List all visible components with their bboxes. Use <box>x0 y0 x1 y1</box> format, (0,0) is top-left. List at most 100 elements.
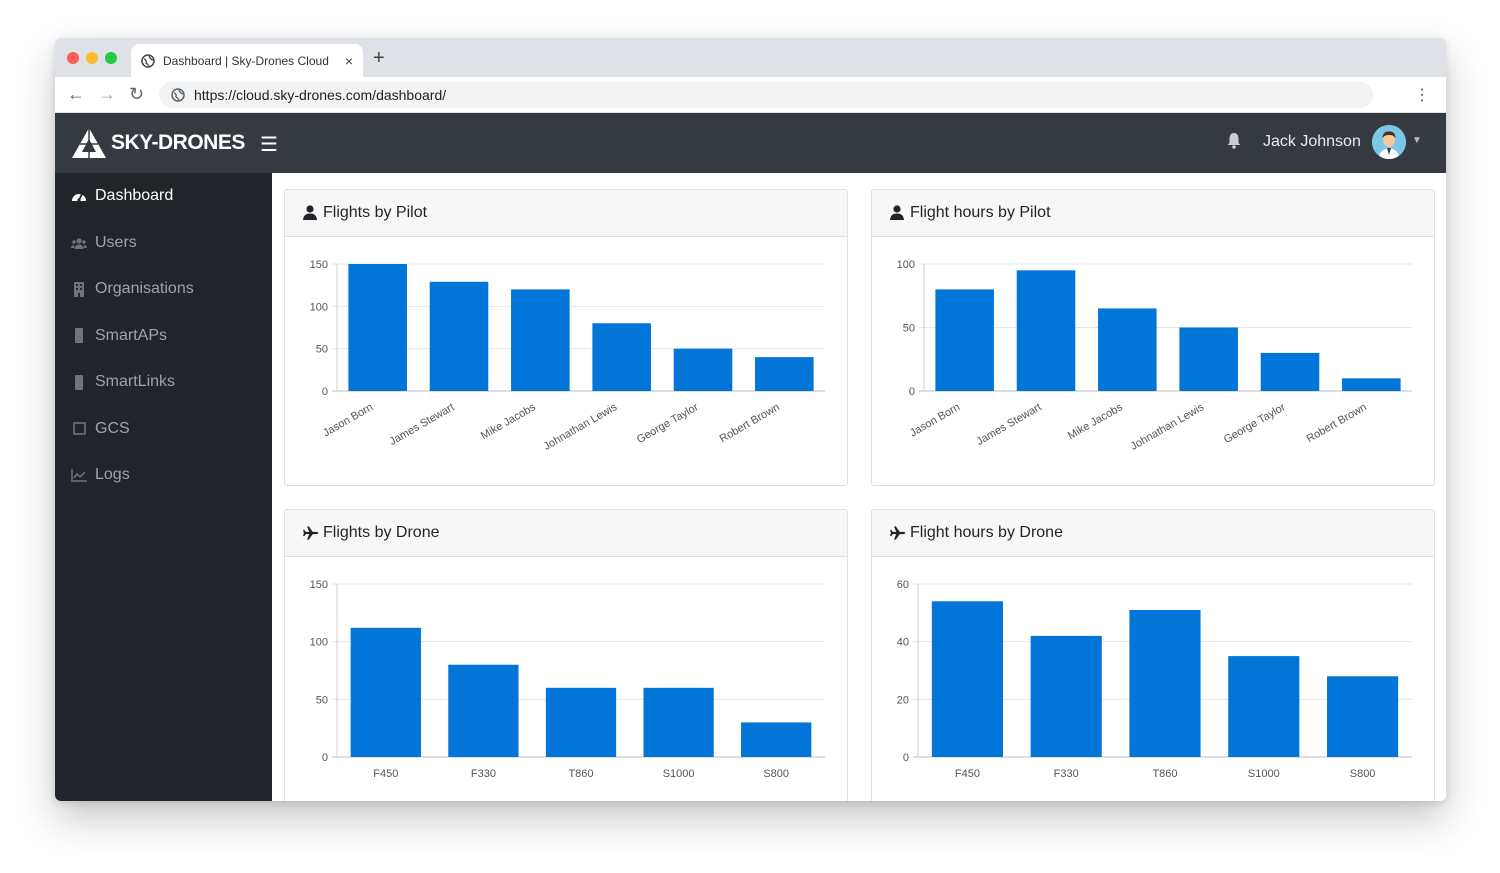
x-tick-label: George Taylor <box>635 401 701 446</box>
tachometer-icon <box>71 188 87 204</box>
bar[interactable] <box>1228 656 1300 757</box>
y-tick-label: 50 <box>316 344 328 356</box>
x-tick-label: F450 <box>955 768 980 780</box>
bar[interactable] <box>511 289 570 391</box>
bar[interactable] <box>348 264 407 391</box>
bar[interactable] <box>1129 609 1201 757</box>
users-icon <box>71 235 87 251</box>
close-window-button[interactable] <box>67 52 79 64</box>
browser-tab[interactable]: Dashboard | Sky-Drones Cloud × <box>131 44 363 77</box>
card-header: Flight hours by Pilot <box>872 190 1434 237</box>
square-icon <box>71 421 87 437</box>
y-tick-label: 150 <box>310 259 328 271</box>
building-icon <box>71 281 87 297</box>
bar[interactable] <box>741 722 812 757</box>
bell-icon[interactable] <box>1227 132 1241 149</box>
sidebar-item-users[interactable]: Users <box>55 220 272 267</box>
bar[interactable] <box>429 281 489 391</box>
bar[interactable] <box>1342 378 1401 391</box>
plane-icon <box>303 525 319 541</box>
sidebar-item-label: Logs <box>95 466 130 484</box>
new-tab-button[interactable]: + <box>373 47 385 69</box>
forward-button[interactable]: → <box>98 84 116 104</box>
bar[interactable] <box>545 687 617 757</box>
user-icon <box>890 205 906 221</box>
bar[interactable] <box>448 664 519 757</box>
site-info-icon[interactable] <box>171 88 185 102</box>
tab-close-icon[interactable]: × <box>344 52 353 69</box>
card-title: Flight hours by Drone <box>910 524 1063 541</box>
bar[interactable] <box>643 687 714 757</box>
brand-name: SKY-DRONES <box>111 131 245 154</box>
sidebar-item-smartaps[interactable]: SmartAPs <box>55 313 272 360</box>
y-tick-label: 0 <box>322 386 328 398</box>
menu-toggle-icon[interactable]: ☰ <box>260 134 278 156</box>
bar[interactable] <box>1030 635 1102 757</box>
bar[interactable] <box>935 289 994 391</box>
y-tick-label: 0 <box>903 752 909 764</box>
x-tick-label: George Taylor <box>1222 401 1288 446</box>
sidebar-item-label: SmartAPs <box>95 326 168 344</box>
flights-by-pilot-chart: 0 50 100 150 Jason Born James Stewart Mike Jac… <box>310 259 825 453</box>
bar[interactable] <box>1260 352 1320 391</box>
flights-by-pilot-card: Flights by Pilot 0 50 100 150 Jason Born Jame… <box>284 189 848 486</box>
avatar[interactable] <box>1372 125 1406 159</box>
flight-hours-by-drone-chart: 0 20 40 60 F450 F330 T860 S1000 S800 <box>897 579 1412 780</box>
browser-menu-icon[interactable]: ⋮ <box>1414 87 1430 104</box>
triangle-logo-icon <box>72 128 106 158</box>
x-tick-label: Robert Brown <box>718 401 782 445</box>
y-tick-label: 50 <box>316 694 328 706</box>
sidebar-item-logs[interactable]: Logs <box>55 452 272 499</box>
bar[interactable] <box>1327 676 1399 757</box>
x-tick-label: S1000 <box>1248 768 1280 780</box>
x-tick-label: Jason Born <box>908 401 962 439</box>
url-text: https://cloud.sky-drones.com/dashboard/ <box>194 87 447 103</box>
bar[interactable] <box>673 348 733 391</box>
x-tick-label: James Stewart <box>387 401 456 448</box>
y-tick-label: 0 <box>909 386 915 398</box>
sidebar-item-dashboard[interactable]: Dashboard <box>55 173 272 220</box>
x-tick-label: Johnathan Lewis <box>542 401 620 453</box>
plane-icon <box>890 525 906 541</box>
app-header: SKY-DRONES ☰ Jack Johnson ▼ <box>55 113 1446 173</box>
back-button[interactable]: ← <box>67 84 85 104</box>
y-tick-label: 40 <box>897 637 909 649</box>
bar[interactable] <box>931 601 1003 757</box>
card-header: Flights by Drone <box>285 510 847 557</box>
y-tick-label: 60 <box>897 579 909 591</box>
url-field[interactable]: https://cloud.sky-drones.com/dashboard/ <box>159 82 1373 108</box>
bar[interactable] <box>1016 270 1076 391</box>
card-title: Flight hours by Pilot <box>910 204 1051 221</box>
x-tick-label: S1000 <box>663 768 695 780</box>
y-tick-label: 100 <box>310 637 328 649</box>
user-icon <box>303 205 319 221</box>
user-name[interactable]: Jack Johnson <box>1263 133 1361 150</box>
x-tick-label: F330 <box>471 768 496 780</box>
bar[interactable] <box>350 627 421 757</box>
bar[interactable] <box>1098 308 1157 391</box>
tab-strip: Dashboard | Sky-Drones Cloud × + <box>55 38 1446 77</box>
x-tick-label: Robert Brown <box>1305 401 1369 445</box>
sidebar-item-organisations[interactable]: Organisations <box>55 266 272 313</box>
address-bar: ← → ↻ https://cloud.sky-drones.com/dashb… <box>55 77 1446 113</box>
brand-logo[interactable]: SKY-DRONES <box>71 127 245 159</box>
bar[interactable] <box>592 323 651 391</box>
y-tick-label: 20 <box>897 694 909 706</box>
sidebar-item-smartlinks[interactable]: SmartLinks <box>55 359 272 406</box>
device-icon <box>71 328 87 344</box>
card-header: Flights by Pilot <box>285 190 847 237</box>
user-menu-caret-icon[interactable]: ▼ <box>1412 135 1422 146</box>
sidebar-item-label: SmartLinks <box>95 373 176 391</box>
bar[interactable] <box>1179 327 1238 392</box>
card-title: Flights by Drone <box>323 524 440 541</box>
maximize-window-button[interactable] <box>105 52 117 64</box>
bar[interactable] <box>755 357 814 391</box>
reload-button[interactable]: ↻ <box>129 84 145 104</box>
y-tick-label: 0 <box>322 752 328 764</box>
x-tick-label: S800 <box>1350 768 1376 780</box>
sidebar-item-gcs[interactable]: GCS <box>55 406 272 453</box>
sidebar-item-label: Dashboard <box>95 187 174 205</box>
dashboard-content: Flights by Pilot 0 50 100 150 Jason Born Jame… <box>272 173 1446 801</box>
minimize-window-button[interactable] <box>86 52 98 64</box>
x-tick-label: S800 <box>763 768 789 780</box>
